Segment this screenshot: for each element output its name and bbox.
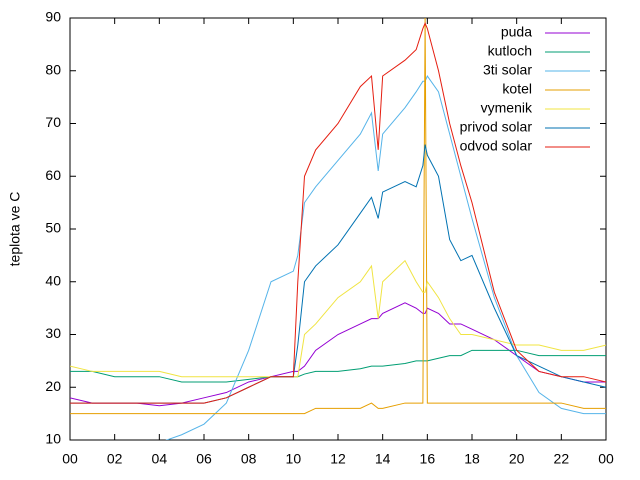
y-axis-label: teplota ve C (7, 192, 23, 267)
x-tick-label: 06 (196, 451, 212, 467)
series-line (70, 259, 606, 378)
y-tick-label: 60 (45, 167, 61, 183)
y-tick-label: 90 (45, 9, 61, 25)
y-tick-label: 50 (45, 220, 61, 236)
y-tick-label: 30 (45, 325, 61, 341)
legend-label: puda (501, 24, 532, 40)
y-tick-label: 10 (45, 431, 61, 447)
y-tick-label: 80 (45, 61, 61, 77)
y-tick-label: 20 (45, 378, 61, 394)
series-line (70, 302, 606, 407)
x-tick-label: 12 (330, 451, 346, 467)
legend-label: kutloch (488, 43, 532, 59)
series-line (165, 75, 606, 440)
y-tick-label: 70 (45, 114, 61, 130)
legend-label: 3ti solar (483, 62, 532, 78)
x-tick-label: 00 (598, 451, 614, 467)
x-tick-label: 00 (62, 451, 78, 467)
x-tick-label: 14 (375, 451, 391, 467)
legend-label: odvod solar (460, 138, 533, 154)
x-tick-label: 10 (286, 451, 302, 467)
series-line (70, 349, 606, 383)
x-tick-label: 08 (241, 451, 257, 467)
x-tick-label: 16 (420, 451, 436, 467)
series-line (70, 144, 606, 404)
legend-label: vymenik (481, 100, 533, 116)
y-tick-label: 40 (45, 272, 61, 288)
x-tick-label: 04 (152, 451, 168, 467)
x-tick-label: 22 (554, 451, 570, 467)
legend-label: kotel (502, 81, 532, 97)
legend-label: privod solar (460, 119, 533, 135)
series-line (70, 21, 606, 404)
x-tick-label: 02 (107, 451, 123, 467)
series-line (70, 18, 606, 415)
x-tick-label: 20 (509, 451, 525, 467)
x-tick-label: 18 (464, 451, 480, 467)
